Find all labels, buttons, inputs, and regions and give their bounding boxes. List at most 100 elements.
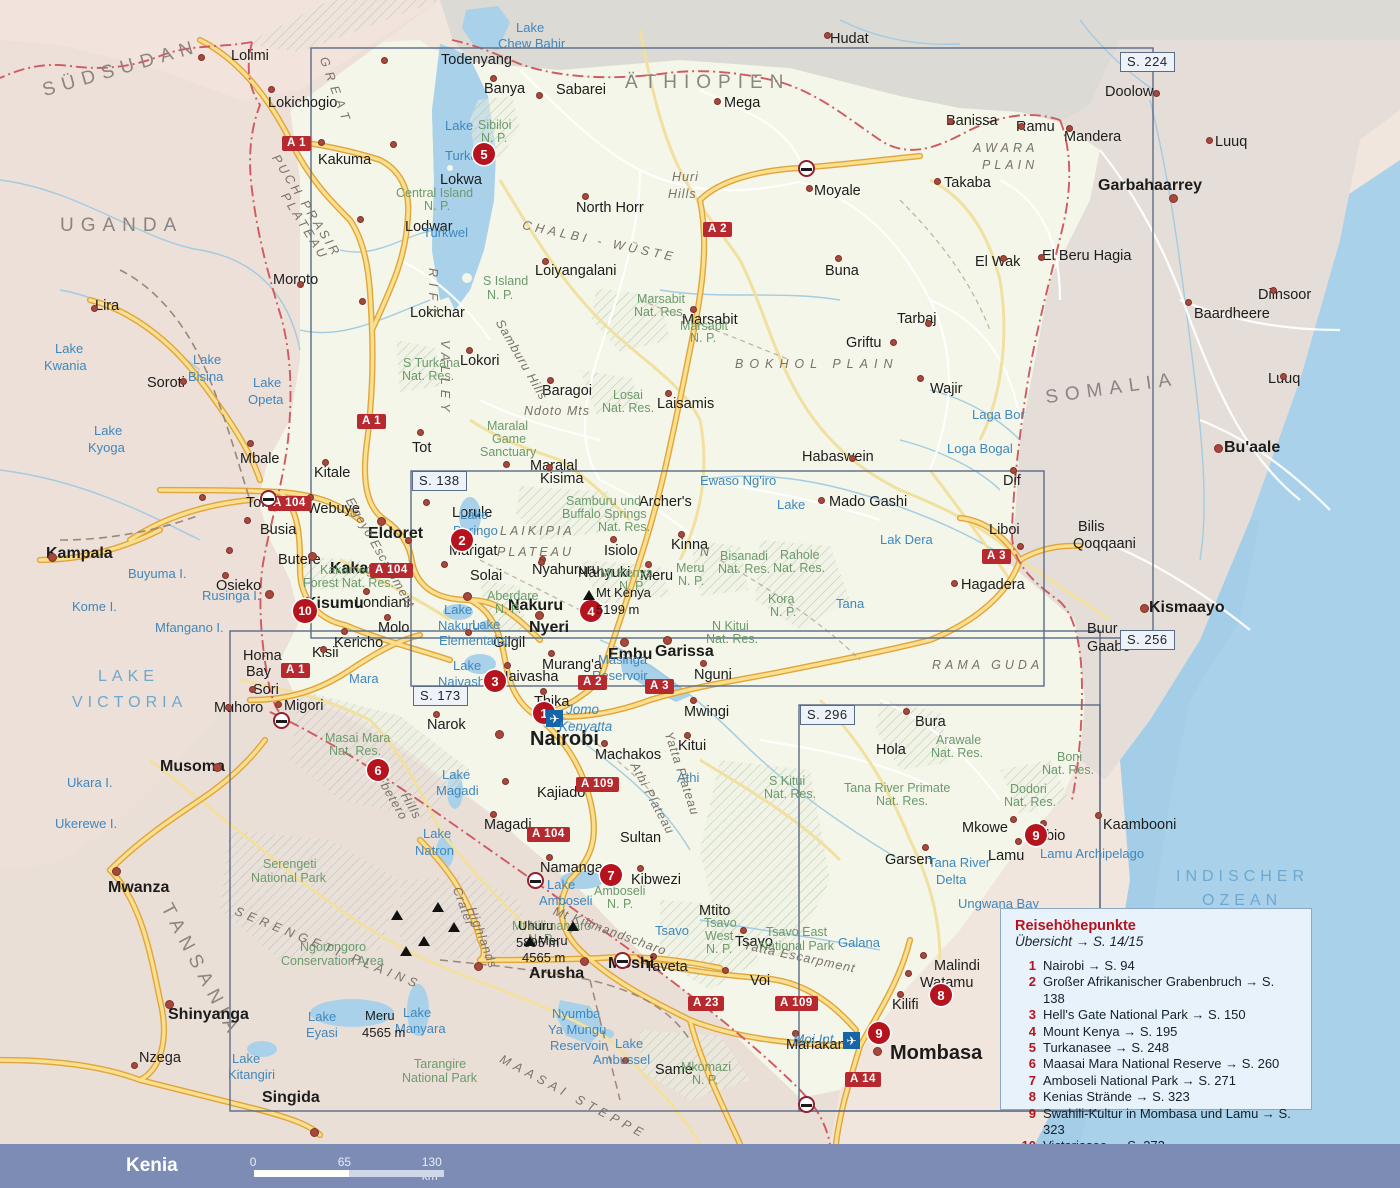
city-dot-embu[interactable] xyxy=(620,638,629,647)
city-dot-mado-gashi[interactable] xyxy=(818,497,825,504)
city-dot-el-wak[interactable] xyxy=(1000,255,1007,262)
city-dot-nyeri[interactable] xyxy=(535,611,544,620)
city-dot-laisamis[interactable] xyxy=(665,390,672,397)
city-dot-banya[interactable] xyxy=(490,75,497,82)
legend-item-7[interactable]: 7 Amboseli National Park → S. 271 xyxy=(1015,1073,1299,1089)
city-dot-muhoro[interactable] xyxy=(225,704,232,711)
city-dot-kisima[interactable] xyxy=(546,464,553,471)
city-dot-marsabit[interactable] xyxy=(690,306,697,313)
page-reference-s-173[interactable]: S. 173 xyxy=(413,686,468,706)
city-dot-watamu[interactable] xyxy=(905,970,912,977)
city-dot-ramu[interactable] xyxy=(1018,123,1025,130)
city-dot-wajir[interactable] xyxy=(917,375,924,382)
road-shield-a-2-4[interactable]: A 2 xyxy=(578,675,607,690)
city-dot-kakamega[interactable] xyxy=(308,552,317,561)
city-dot-loiyangalani[interactable] xyxy=(542,258,549,265)
city-dot-arusha[interactable] xyxy=(474,962,483,971)
road-shield-a-109-11[interactable]: A 109 xyxy=(775,996,818,1011)
city-dot-kajiado[interactable] xyxy=(502,778,509,785)
city-dot-takaba[interactable] xyxy=(934,178,941,185)
legend-item-1[interactable]: 1 Nairobi → S. 94 xyxy=(1015,958,1299,974)
city-dot-habaswein[interactable] xyxy=(849,455,856,462)
city-dot-mega[interactable] xyxy=(714,98,721,105)
page-reference-s-256[interactable]: S. 256 xyxy=(1120,630,1175,650)
legend-item-4[interactable]: 4 Mount Kenya → S. 195 xyxy=(1015,1024,1299,1040)
city-dot-shinyanga[interactable] xyxy=(165,1000,174,1009)
legend-item-9[interactable]: 9 Swahili-Kultur in Mombasa und Lamu → S.… xyxy=(1015,1106,1299,1139)
legend-item-5[interactable]: 5 Turkanasee → S. 248 xyxy=(1015,1040,1299,1056)
city-dot-isiolo[interactable] xyxy=(610,536,617,543)
highlight-marker-2-gro-er-afrikanischer-grabenbruch[interactable]: 2 xyxy=(451,529,473,551)
city-dot-kakuma[interactable] xyxy=(318,139,325,146)
city-dot-gilgil[interactable] xyxy=(465,629,472,636)
city-dot-namanga[interactable] xyxy=(546,854,553,861)
city-dot-mkowe[interactable] xyxy=(1010,816,1017,823)
city-dot-lokichogio[interactable] xyxy=(268,86,275,93)
city-dot-baragoi[interactable] xyxy=(547,377,554,384)
city-dot-lorule[interactable] xyxy=(423,499,430,506)
city-dot-doolow[interactable] xyxy=(1153,90,1160,97)
highlight-marker-10-victoriasee[interactable]: 10 xyxy=(293,599,317,623)
city-dot-kitui[interactable] xyxy=(684,732,691,739)
highlight-marker-3-hell-s-gate-national-park[interactable]: 3 xyxy=(484,670,506,692)
city-dot-magadi[interactable] xyxy=(490,811,497,818)
city-dot-same[interactable] xyxy=(622,1057,629,1064)
city-dot-moroto[interactable] xyxy=(297,281,304,288)
city-dot-kismaayo[interactable] xyxy=(1140,604,1149,613)
city-dot-liboi[interactable] xyxy=(1017,543,1024,550)
city-dot-nakuru[interactable] xyxy=(463,592,472,601)
road-shield-a-3-6[interactable]: A 3 xyxy=(982,549,1011,564)
city-dot-dif[interactable] xyxy=(1010,467,1017,474)
city-dot-lamu[interactable] xyxy=(1015,838,1022,845)
legend-item-2[interactable]: 2 Großer Afrikanischer Grabenbruch → S. 1… xyxy=(1015,974,1299,1007)
city-dot-kibwezi[interactable] xyxy=(637,865,644,872)
city-dot-voi[interactable] xyxy=(722,967,729,974)
city-dot-nzega[interactable] xyxy=(131,1062,138,1069)
city-dot-kitale[interactable] xyxy=(322,459,329,466)
city-dot-busia[interactable] xyxy=(244,517,251,524)
highlight-marker-4-mount-kenya[interactable]: 4 xyxy=(580,600,602,622)
city-dot-garsen[interactable] xyxy=(922,844,929,851)
city-dot-mombasa[interactable] xyxy=(873,1047,882,1056)
city-dot-nairobi[interactable] xyxy=(495,730,504,739)
city-dot-nguni[interactable] xyxy=(700,660,707,667)
city-dot-marigat[interactable] xyxy=(405,537,412,544)
road-shield-a-14-12[interactable]: A 14 xyxy=(845,1072,881,1087)
city-dot-lokichar[interactable] xyxy=(359,298,366,305)
city-dot-lodwar[interactable] xyxy=(357,216,364,223)
city-dot-kisumu[interactable] xyxy=(265,590,274,599)
road-shield-a-1-1[interactable]: A 1 xyxy=(357,414,386,429)
city-dot-migori[interactable] xyxy=(275,701,282,708)
city-dot-mwingi[interactable] xyxy=(690,697,697,704)
city-dot-tororo[interactable] xyxy=(199,494,206,501)
city-dot-thika[interactable] xyxy=(540,688,547,695)
city-dot-kaambooni[interactable] xyxy=(1095,812,1102,819)
city-dot-murang-a[interactable] xyxy=(548,650,555,657)
city-dot-lokori[interactable] xyxy=(466,347,473,354)
city-dot-north-horr[interactable] xyxy=(582,193,589,200)
city-dot-luuq[interactable] xyxy=(1206,137,1213,144)
road-shield-a-104-7[interactable]: A 104 xyxy=(268,496,311,511)
road-shield-a-104-9[interactable]: A 104 xyxy=(527,827,570,842)
city-dot-mwanza[interactable] xyxy=(112,867,121,876)
city-dot-todenyang[interactable] xyxy=(381,57,388,64)
highlight-marker-6-maasai-mara-national-reserve[interactable]: 6 xyxy=(367,759,389,781)
city-dot-tarbaj[interactable] xyxy=(925,320,932,327)
city-dot-tot[interactable] xyxy=(417,429,424,436)
highlight-marker-9-swahili-kultur-in-mombasa-und-lamu[interactable]: 9 xyxy=(868,1022,890,1044)
legend-item-8[interactable]: 8 Kenias Strände → S. 323 xyxy=(1015,1089,1299,1105)
road-shield-a-3-5[interactable]: A 3 xyxy=(645,679,674,694)
city-dot-moshi[interactable] xyxy=(580,957,589,966)
city-dot-kinna[interactable] xyxy=(678,531,685,538)
city-dot-lokwa[interactable] xyxy=(390,141,397,148)
highlight-marker-7-amboseli-national-park[interactable]: 7 xyxy=(600,864,622,886)
city-dot-musoma[interactable] xyxy=(213,763,222,772)
road-shield-a-104-8[interactable]: A 104 xyxy=(370,563,413,578)
road-shield-a-109-10[interactable]: A 109 xyxy=(576,777,619,792)
city-dot-machakos[interactable] xyxy=(601,740,608,747)
legend-item-6[interactable]: 6 Maasai Mara National Reserve → S. 260 xyxy=(1015,1056,1299,1072)
city-dot-kampala[interactable] xyxy=(48,553,57,562)
city-dot-sabarei[interactable] xyxy=(536,92,543,99)
city-dot-griftu[interactable] xyxy=(890,339,897,346)
city-dot-buna[interactable] xyxy=(835,255,842,262)
